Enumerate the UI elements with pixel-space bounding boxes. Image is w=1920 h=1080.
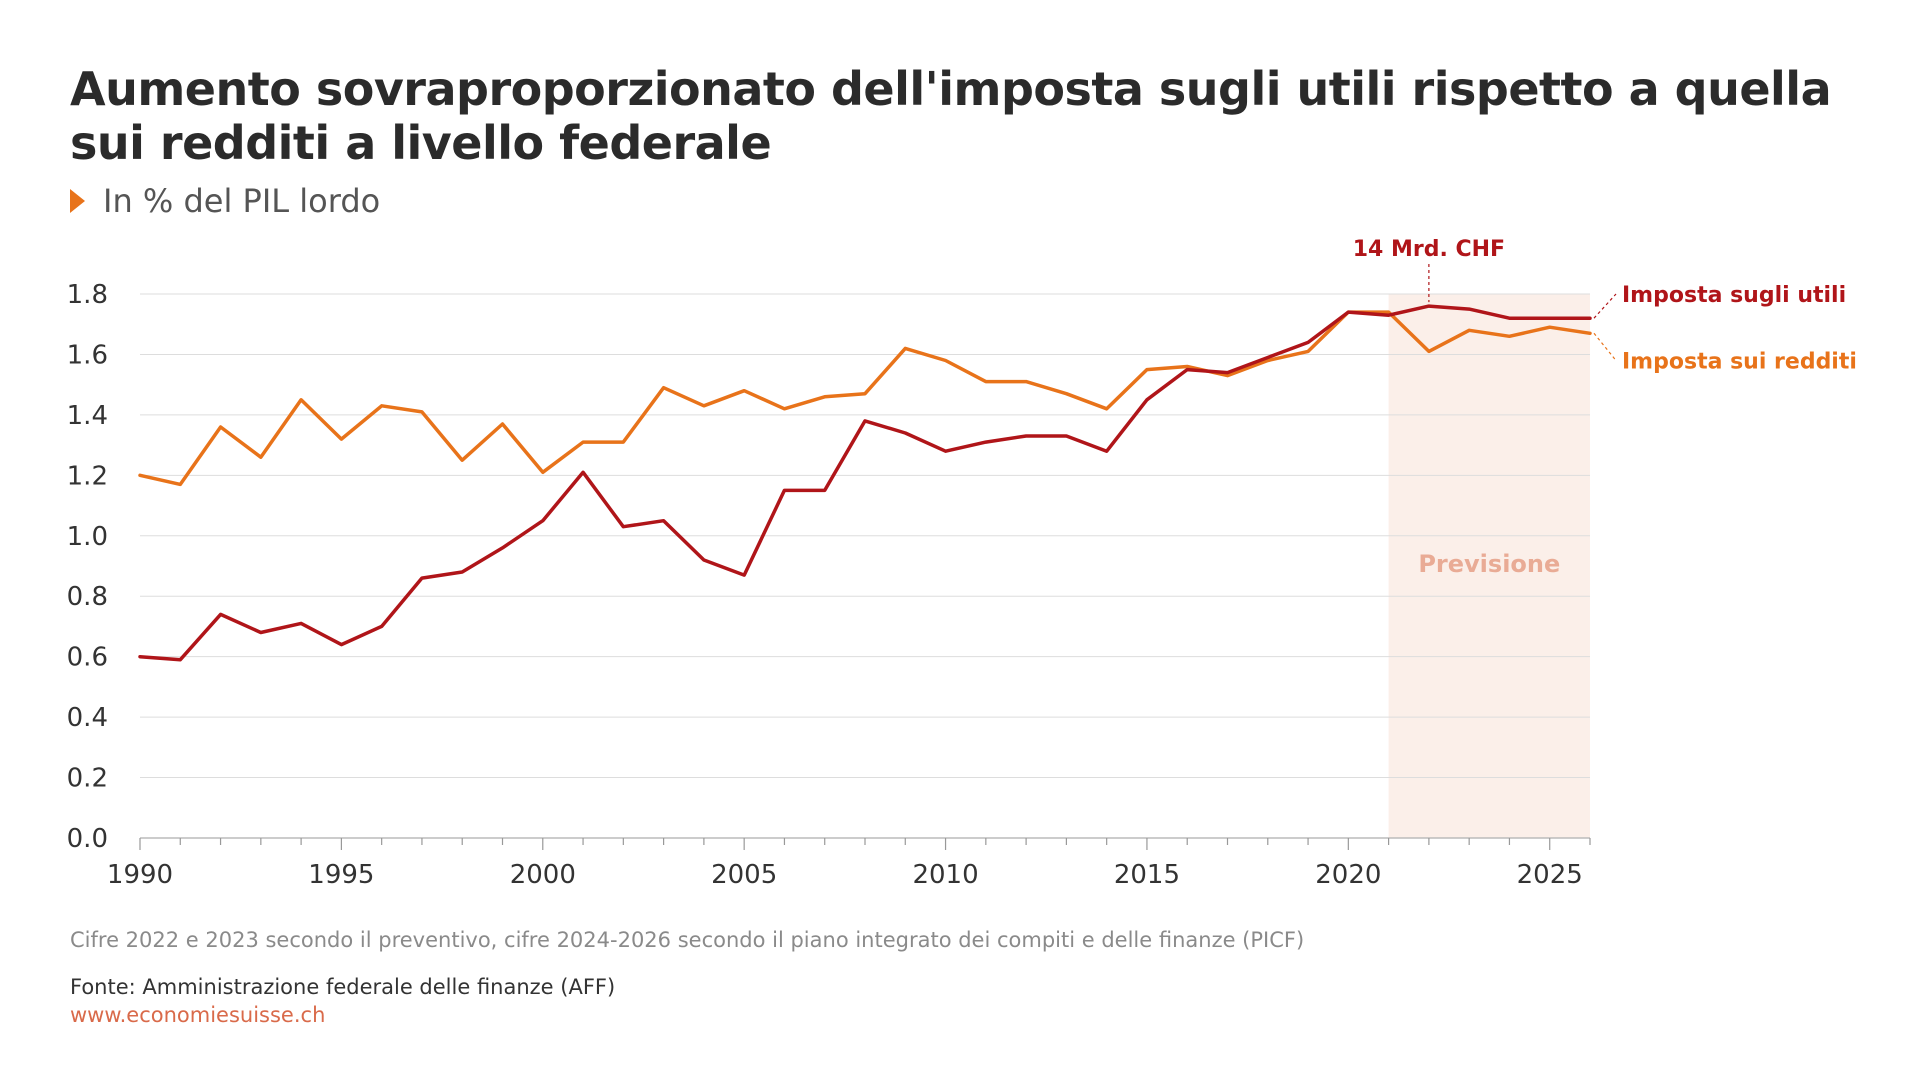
- subtitle-text: In % del PIL lordo: [103, 182, 381, 220]
- forecast-band-layer: Previsione: [1388, 294, 1590, 838]
- footnote: Cifre 2022 e 2023 secondo il preventivo,…: [70, 928, 1305, 952]
- x-tick-label: 1995: [308, 860, 374, 890]
- x-tick-label: 2025: [1517, 860, 1583, 890]
- y-tick-label: 1.4: [67, 401, 108, 431]
- y-tick-label: 0.8: [67, 582, 108, 612]
- axis-layer: 0.0 0.2 0.4 0.6 0.8 1.0 1.2 1.4 1.6 1.8 1990 1995 20…: [67, 280, 1591, 890]
- chart-subtitle: In % del PIL lordo: [70, 182, 380, 220]
- x-tick-label: 2015: [1114, 860, 1180, 890]
- website-link[interactable]: www.economiesuisse.ch: [70, 1003, 326, 1027]
- leader-line-utili: [1593, 293, 1617, 319]
- series-label-utili: Imposta sugli utili: [1622, 283, 1846, 308]
- label-layer: Imposta sugli utili Imposta sui redditi 14…: [1353, 237, 1857, 374]
- triangle-bullet-icon: [70, 189, 85, 213]
- x-tick-label: 2000: [510, 860, 576, 890]
- y-tick-label: 1.0: [67, 522, 108, 552]
- x-tick-label: 2010: [912, 860, 978, 890]
- y-tick-label: 0.0: [67, 824, 108, 854]
- y-tick-label: 0.4: [67, 703, 108, 733]
- annotation-label: 14 Mrd. CHF: [1353, 237, 1505, 262]
- series-layer: [138, 304, 1592, 662]
- y-tick-label: 1.8: [67, 280, 108, 310]
- y-tick-label: 1.2: [67, 461, 108, 491]
- forecast-band: [1388, 294, 1590, 838]
- y-tick-label: 0.6: [67, 643, 108, 673]
- x-tick-label: 1990: [107, 860, 173, 890]
- leader-line-redditi: [1593, 332, 1617, 361]
- source-text: Fonte: Amministrazione federale delle fi…: [70, 975, 616, 999]
- y-tick-label: 0.2: [67, 764, 108, 794]
- x-tick-label: 2020: [1315, 860, 1381, 890]
- series-line-utili: [138, 304, 1592, 662]
- forecast-label: Previsione: [1418, 550, 1560, 578]
- grid-layer: [140, 293, 1590, 779]
- x-tick-label: 2005: [711, 860, 777, 890]
- series-label-redditi: Imposta sui redditi: [1622, 349, 1857, 374]
- y-tick-label: 1.6: [67, 340, 108, 370]
- series-line-redditi: [138, 310, 1592, 487]
- chart-title: Aumento sovraproporzionato dell'imposta …: [70, 62, 1832, 170]
